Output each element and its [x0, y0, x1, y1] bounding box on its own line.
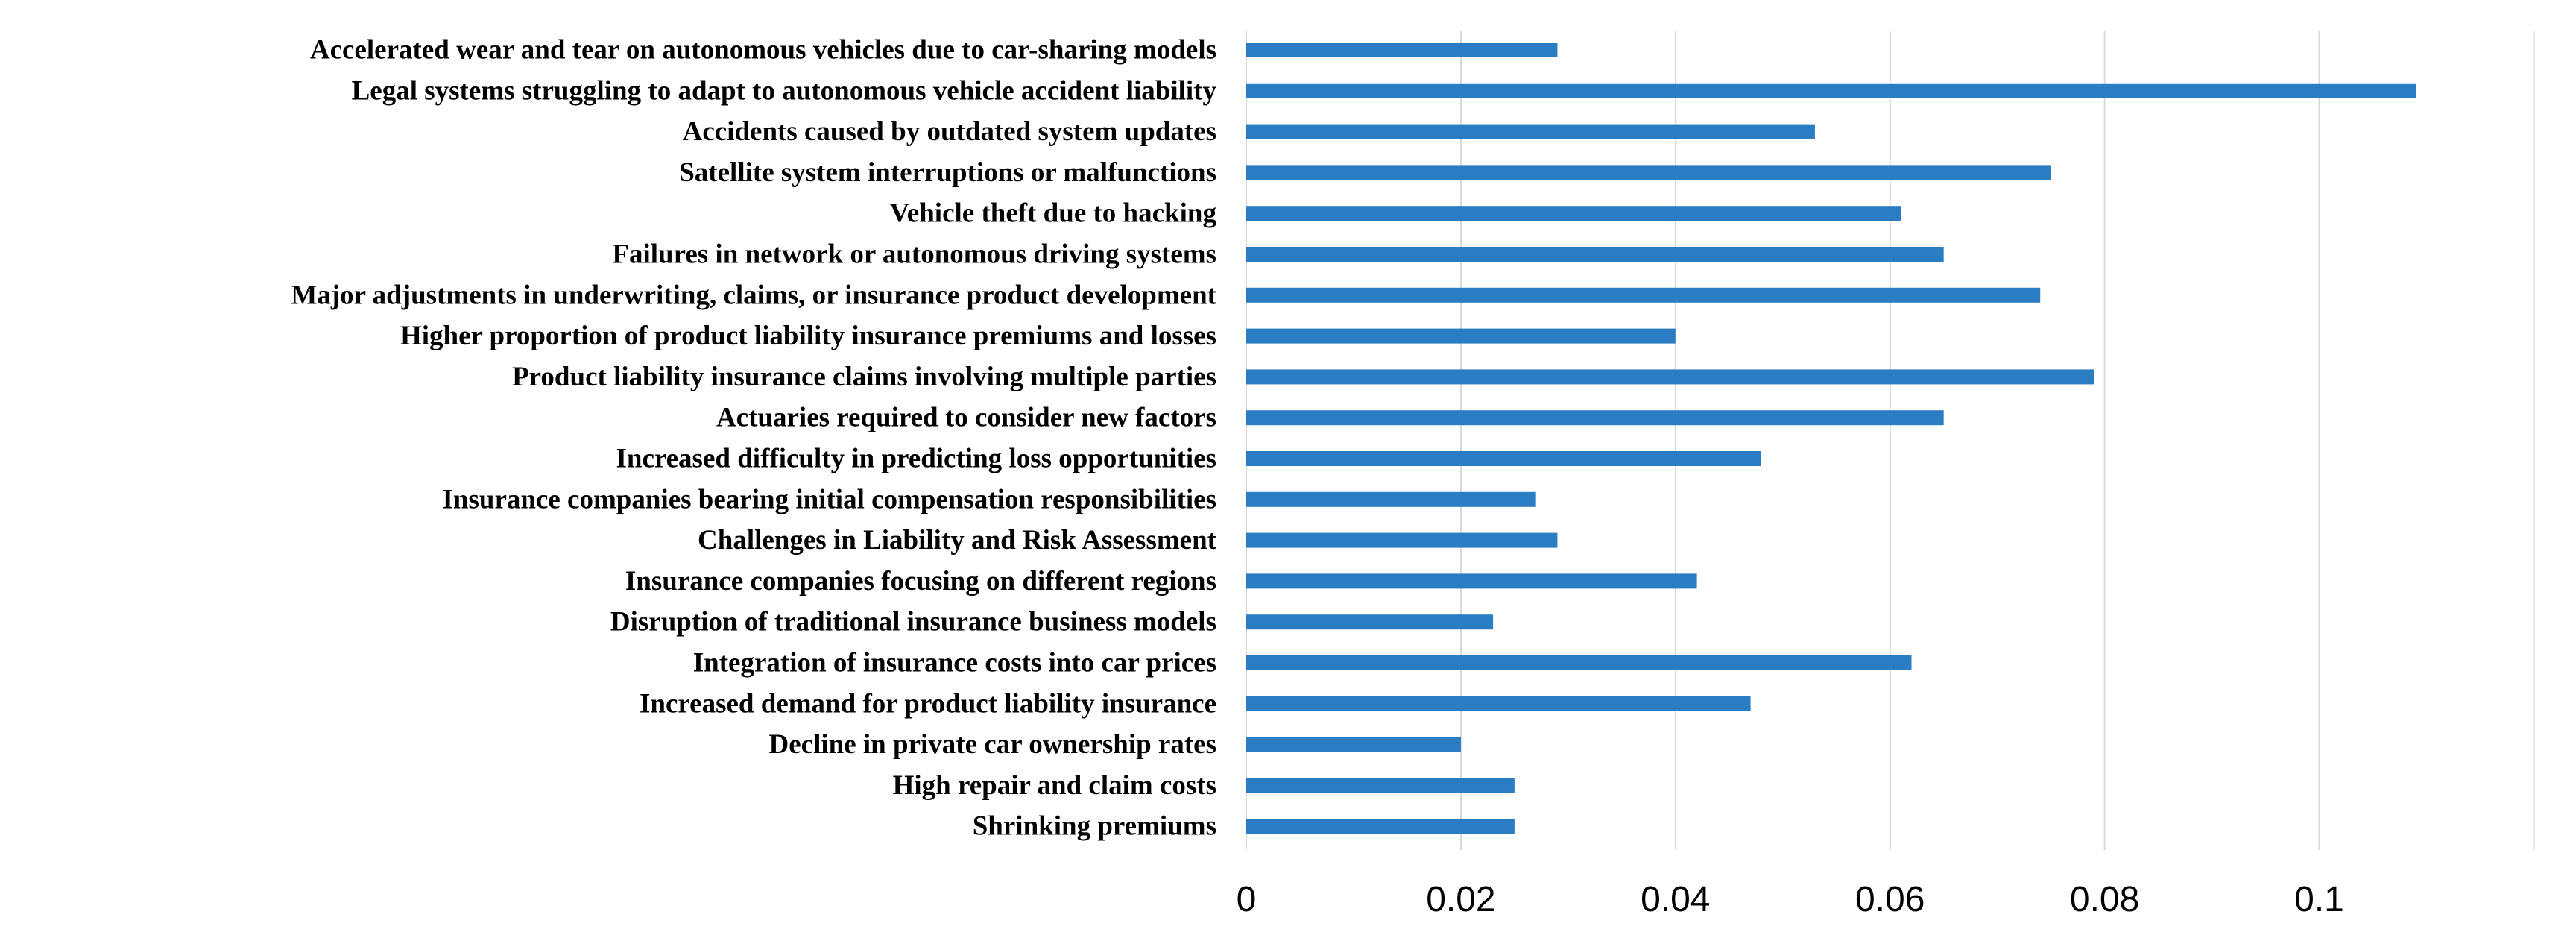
x-tick-label-5: 0.1 — [2294, 880, 2344, 919]
category-label-9: Actuaries required to consider new facto… — [716, 403, 1216, 433]
category-label-3: Satellite system interruptions or malfun… — [679, 157, 1216, 188]
category-label-8: Product liability insurance claims invol… — [512, 362, 1216, 392]
x-tick-label-0: 0 — [1237, 880, 1257, 919]
bar-12 — [1246, 532, 1558, 548]
bar-16 — [1246, 696, 1751, 711]
bar-5 — [1246, 247, 1944, 262]
bar-9 — [1246, 410, 1944, 426]
category-label-15: Integration of insurance costs into car … — [693, 648, 1216, 679]
bar-7 — [1246, 328, 1676, 344]
bar-15 — [1246, 655, 1912, 670]
category-label-4: Vehicle theft due to hacking — [889, 198, 1216, 229]
category-label-0: Accelerated wear and tear on autonomous … — [310, 35, 1216, 66]
category-label-11: Insurance companies bearing initial comp… — [443, 484, 1217, 514]
category-label-16: Increased demand for product liability i… — [640, 688, 1216, 719]
bar-2 — [1246, 124, 1815, 139]
category-label-10: Increased difficulty in predicting loss … — [616, 444, 1216, 474]
category-labels: Accelerated wear and tear on autonomous … — [291, 35, 1216, 842]
category-label-6: Major adjustments in underwriting, claim… — [291, 280, 1216, 310]
bar-11 — [1246, 491, 1536, 507]
category-label-18: High repair and claim costs — [893, 770, 1216, 801]
bar-1 — [1246, 83, 2416, 98]
bar-14 — [1246, 614, 1494, 630]
gridlines — [1246, 31, 2535, 850]
bar-6 — [1246, 287, 2041, 303]
x-tick-label-2: 0.04 — [1641, 880, 1710, 919]
category-label-2: Accidents caused by outdated system upda… — [683, 116, 1216, 147]
category-label-13: Insurance companies focusing on differen… — [625, 566, 1216, 597]
bar-8 — [1246, 369, 2094, 385]
bar-0 — [1246, 43, 1558, 57]
x-tick-label-4: 0.08 — [2070, 880, 2139, 919]
category-label-12: Challenges in Liability and Risk Assessm… — [698, 525, 1217, 556]
bar-18 — [1246, 778, 1515, 793]
bar-13 — [1246, 573, 1697, 589]
category-label-14: Disruption of traditional insurance busi… — [610, 607, 1216, 638]
x-tick-labels: 0 0.02 0.04 0.06 0.08 0.1 — [1237, 880, 2344, 919]
x-tick-label-1: 0.02 — [1426, 880, 1495, 919]
bar-3 — [1246, 165, 2051, 180]
bars — [1246, 43, 2416, 834]
category-label-7: Higher proportion of product liability i… — [400, 321, 1216, 351]
category-label-1: Legal systems struggling to adapt to aut… — [352, 75, 1217, 106]
bar-4 — [1246, 206, 1901, 221]
category-label-17: Decline in private car ownership rates — [769, 729, 1216, 760]
category-label-5: Failures in network or autonomous drivin… — [612, 239, 1216, 270]
category-label-19: Shrinking premiums — [973, 811, 1216, 842]
bar-17 — [1246, 737, 1461, 752]
x-tick-label-3: 0.06 — [1855, 880, 1925, 919]
bar-10 — [1246, 451, 1761, 466]
bar-19 — [1246, 819, 1515, 834]
